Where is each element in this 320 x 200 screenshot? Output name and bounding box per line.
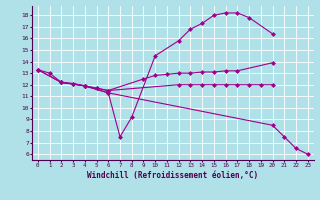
X-axis label: Windchill (Refroidissement éolien,°C): Windchill (Refroidissement éolien,°C) <box>87 171 258 180</box>
